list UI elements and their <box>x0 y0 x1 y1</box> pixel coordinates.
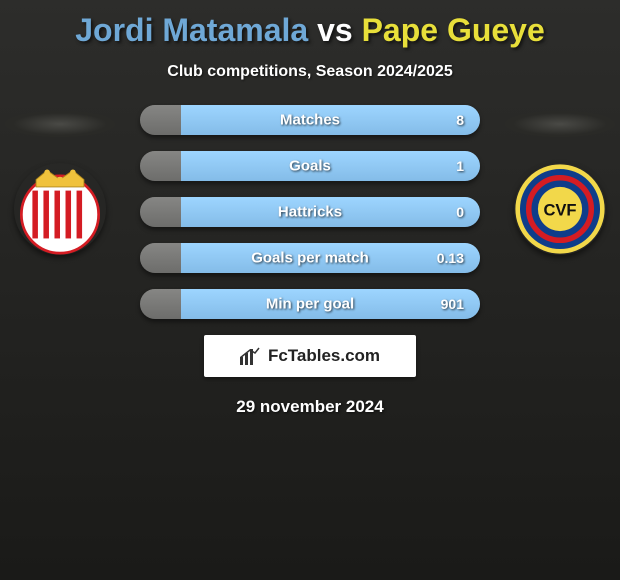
stats-list: Matches 8 Goals 1 Hattricks 0 Goals per match 0… <box>140 105 480 319</box>
right-team-column: CVF <box>500 105 620 255</box>
stat-bar: Matches 8 <box>140 105 480 135</box>
stat-label: Goals <box>289 158 331 175</box>
stat-label: Hattricks <box>278 204 342 221</box>
stat-slice-left <box>140 289 181 319</box>
stat-bar: Goals per match 0.13 <box>140 243 480 273</box>
stat-right-value: 0 <box>456 204 464 220</box>
stat-label: Min per goal <box>266 296 354 313</box>
stat-right-value: 1 <box>456 158 464 174</box>
subtitle: Club competitions, Season 2024/2025 <box>0 63 620 81</box>
left-team-column <box>0 105 120 255</box>
stat-label: Goals per match <box>251 250 369 267</box>
svg-text:CVF: CVF <box>543 200 576 219</box>
stat-bar: Min per goal 901 <box>140 289 480 319</box>
oval-shadow-right <box>505 111 615 137</box>
branding-box: FcTables.com <box>204 335 416 377</box>
date-line: 29 november 2024 <box>0 397 620 417</box>
infographic-container: Jordi Matamala vs Pape Gueye Club compet… <box>0 0 620 417</box>
bar-chart-icon <box>240 347 262 365</box>
stat-right-value: 901 <box>441 296 464 312</box>
stat-slice-left <box>140 243 181 273</box>
stat-right-value: 0.13 <box>437 250 464 266</box>
stat-label: Matches <box>280 112 340 129</box>
stat-slice-left <box>140 197 181 227</box>
club-crest-right: CVF <box>514 163 606 255</box>
oval-shadow-left <box>5 111 115 137</box>
title-vs: vs <box>308 12 361 48</box>
stat-slice-left <box>140 151 181 181</box>
main-row: CVF Matches 8 Goals 1 Hattricks 0 Goals per ma… <box>0 105 620 319</box>
stat-bar: Hattricks 0 <box>140 197 480 227</box>
club-crest-left <box>14 163 106 255</box>
page-title: Jordi Matamala vs Pape Gueye <box>0 12 620 49</box>
title-player-1: Jordi Matamala <box>75 12 308 48</box>
stat-slice-left <box>140 105 181 135</box>
stat-bar: Goals 1 <box>140 151 480 181</box>
stat-right-value: 8 <box>456 112 464 128</box>
title-player-2: Pape Gueye <box>362 12 545 48</box>
branding-text: FcTables.com <box>268 346 380 366</box>
